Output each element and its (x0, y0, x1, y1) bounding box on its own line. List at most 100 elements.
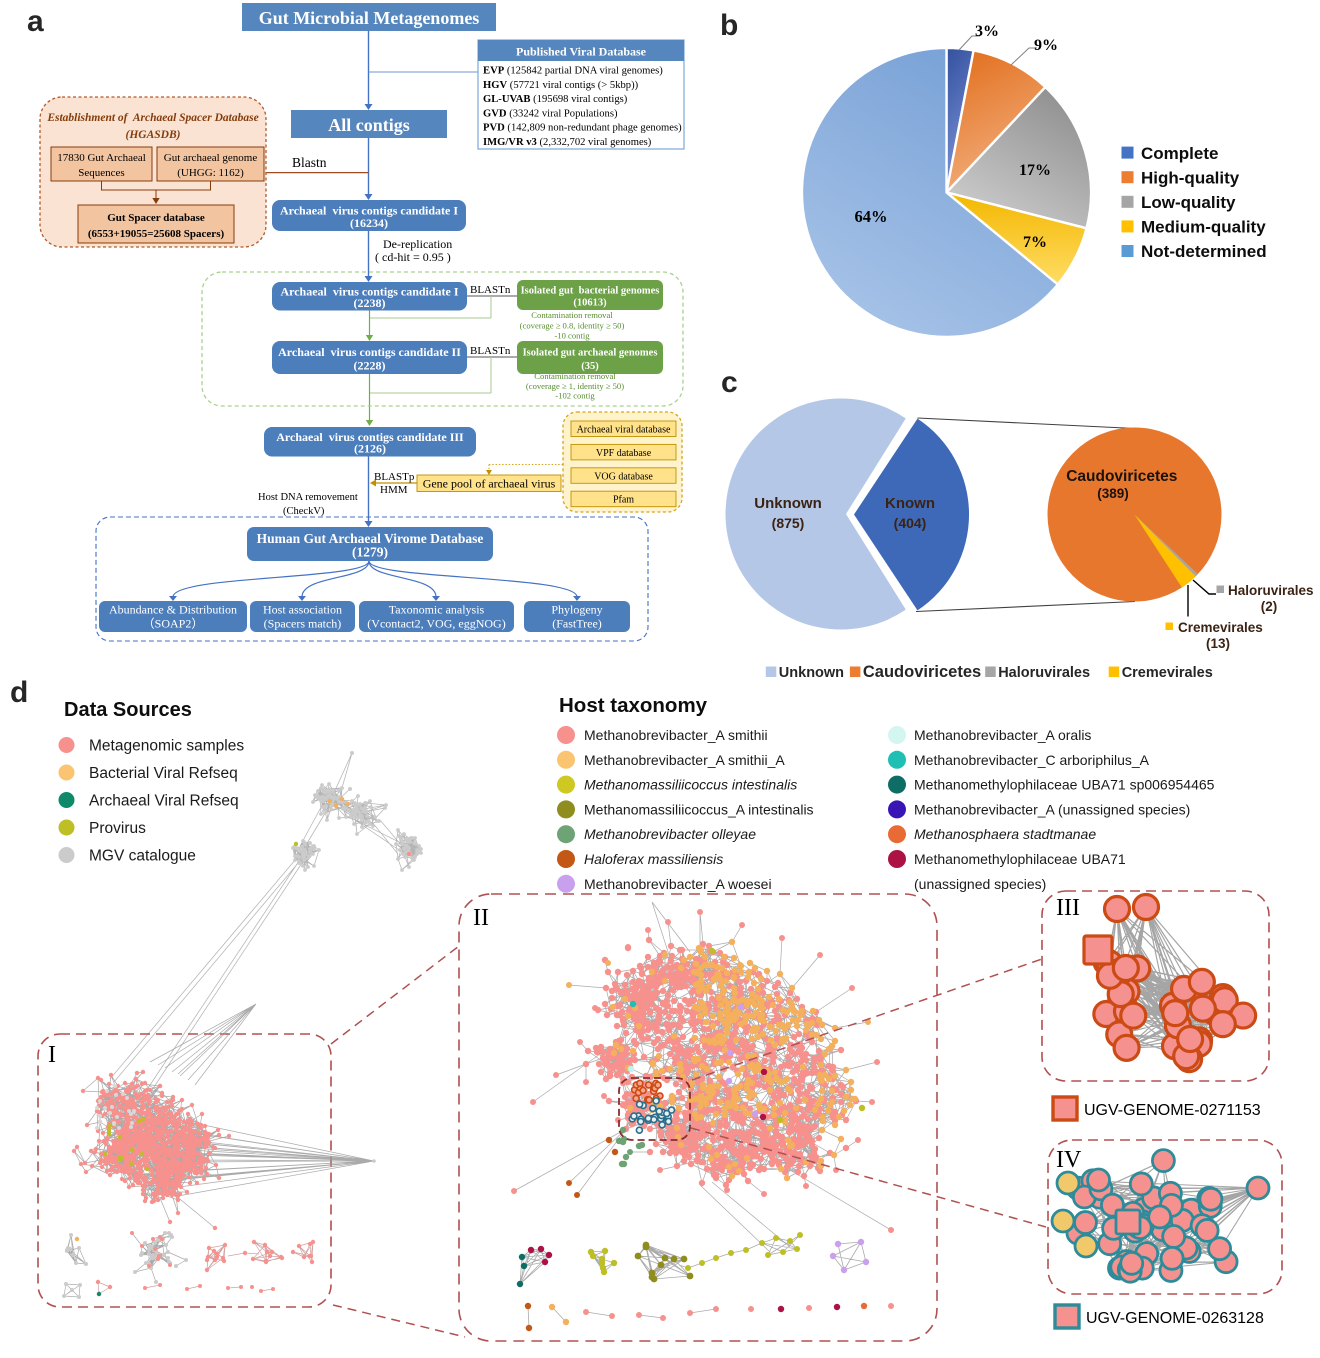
svg-text:3%: 3% (975, 23, 999, 40)
svg-text:(HGASDB): (HGASDB) (126, 129, 181, 141)
svg-text:BLASTp: BLASTp (374, 471, 415, 483)
svg-text:Methanobrevibacter_A (unassign: Methanobrevibacter_A (unassigned species… (914, 801, 1190, 817)
svg-text:Data Sources: Data Sources (64, 699, 192, 721)
svg-text:Isolated gut bacterial genome: Isolated gut bacterial genomes (521, 286, 660, 297)
svg-text:Contamination removal: Contamination removal (534, 371, 616, 381)
svg-text:(coverage ≥ 1, identity ≥ 50): (coverage ≥ 1, identity ≥ 50) (526, 381, 624, 391)
svg-text:Unknown: Unknown (779, 665, 844, 681)
svg-text:Haloruvirales: Haloruvirales (998, 665, 1090, 681)
svg-text:All contigs: All contigs (328, 115, 410, 135)
svg-text:Methanomethylophilaceae UBA71: Methanomethylophilaceae UBA71 (914, 851, 1126, 867)
svg-text:Low-quality: Low-quality (1141, 193, 1236, 212)
svg-text:-10 contig: -10 contig (554, 331, 590, 341)
svg-text:BLASTn: BLASTn (470, 284, 511, 296)
svg-text:(2126): (2126) (354, 442, 386, 456)
svg-text:Phylogeny: Phylogeny (551, 603, 602, 617)
svg-text:(13): (13) (1206, 636, 1230, 651)
svg-text:Archaeal virus contigs candid: Archaeal virus contigs candidate III (276, 430, 464, 444)
svg-text:De-replication: De-replication (383, 237, 452, 251)
svg-text:Human Gut Archaeal Virome Data: Human Gut Archaeal Virome Database (257, 531, 484, 546)
svg-text:Known: Known (885, 495, 935, 512)
svg-text:IV: IV (1056, 1147, 1082, 1173)
svg-text:Caudoviricetes: Caudoviricetes (1066, 468, 1177, 485)
svg-text:IMG/VR v3 (2,332,702 viral gen: IMG/VR v3 (2,332,702 viral genomes) (483, 137, 652, 148)
svg-text:VPF database: VPF database (596, 448, 652, 459)
svg-text:UGV-GENOME-0263128: UGV-GENOME-0263128 (1086, 1310, 1264, 1327)
svg-text:17%: 17% (1019, 162, 1051, 179)
svg-text:Methanobrevibacter_C arboriphi: Methanobrevibacter_C arboriphilus_A (914, 752, 1150, 768)
svg-text:PVD (142,809 non-redundant pha: PVD (142,809 non-redundant phage genomes… (483, 123, 682, 134)
svg-text:Host DNA removement: Host DNA removement (258, 492, 358, 503)
svg-text:(404): (404) (894, 515, 927, 531)
svg-text:Methanomassiliicoccus intestin: Methanomassiliicoccus intestinalis (584, 777, 797, 793)
svg-text:Establishment of Archaeal Spa: Establishment of Archaeal Spacer Databas… (46, 112, 258, 124)
svg-text:Haloruvirales: Haloruvirales (1228, 583, 1314, 598)
svg-text:(Spacers match): (Spacers match) (264, 617, 342, 631)
svg-text:Methanosphaera stadtmanae: Methanosphaera stadtmanae (914, 826, 1096, 842)
svg-text:Archaeal virus contigs candid: Archaeal virus contigs candidate II (278, 345, 461, 359)
svg-text:17830 Gut Archaeal: 17830 Gut Archaeal (57, 152, 146, 164)
svg-text:Not-determined: Not-determined (1141, 242, 1267, 261)
svg-text:Bacterial Viral Refseq: Bacterial Viral Refseq (89, 765, 238, 782)
svg-text:（SOAP2）: （SOAP2） (143, 617, 204, 631)
svg-text:Methanobrevibacter olleyae: Methanobrevibacter olleyae (584, 826, 756, 842)
svg-text:(2238): (2238) (354, 296, 386, 310)
svg-text:(10613): (10613) (573, 298, 607, 309)
svg-text:Methanobrevibacter_A smithii: Methanobrevibacter_A smithii (584, 727, 768, 743)
svg-text:Complete: Complete (1141, 144, 1218, 163)
svg-text:Methanomethylophilaceae UBA71: Methanomethylophilaceae UBA71 sp00695446… (914, 777, 1215, 793)
svg-text:(16234): (16234) (350, 216, 388, 230)
svg-text:Archaeal virus contigs candid: Archaeal virus contigs candidate I (280, 203, 458, 217)
svg-text:(6553+19055=25608 Spacers): (6553+19055=25608 Spacers) (88, 228, 225, 240)
svg-text:I: I (48, 1042, 56, 1068)
svg-text:II: II (473, 905, 489, 931)
svg-text:Medium-quality: Medium-quality (1141, 218, 1266, 237)
svg-text:Methanobrevibacter_A smithii_A: Methanobrevibacter_A smithii_A (584, 752, 785, 768)
svg-text:GVD (33242 viral Populations): GVD (33242 viral Populations) (483, 108, 618, 119)
svg-text:Gene pool of archaeal virus: Gene pool of archaeal virus (423, 477, 556, 491)
svg-text:64%: 64% (855, 207, 888, 226)
svg-text:c: c (721, 366, 738, 399)
svg-text:Archaeal Viral Refseq: Archaeal Viral Refseq (89, 793, 239, 810)
svg-text:VOG database: VOG database (594, 471, 653, 482)
svg-text:(coverage ≥ 0.8, identity ≥ 50: (coverage ≥ 0.8, identity ≥ 50) (520, 321, 625, 331)
svg-text:Methanobrevibacter_A woesei: Methanobrevibacter_A woesei (584, 876, 772, 892)
svg-text:Caudoviricetes: Caudoviricetes (863, 663, 981, 681)
svg-text:(2228): (2228) (354, 358, 386, 372)
svg-text:Blastn: Blastn (292, 155, 327, 170)
svg-text:(2): (2) (1261, 599, 1278, 614)
svg-text:Metagenomic samples: Metagenomic samples (89, 738, 244, 755)
svg-text:Gut Spacer database: Gut Spacer database (107, 212, 205, 224)
svg-text:GL-UVAB (195698 viral contigs): GL-UVAB (195698 viral contigs) (483, 94, 628, 105)
svg-text:a: a (27, 5, 44, 38)
svg-text:Unknown: Unknown (754, 495, 822, 512)
svg-text:Haloferax massiliensis: Haloferax massiliensis (584, 851, 723, 867)
svg-text:MGV catalogue: MGV catalogue (89, 848, 196, 865)
svg-text:Archaeal virus contigs candid: Archaeal virus contigs candidate I (280, 285, 458, 299)
svg-text:(FastTree): (FastTree) (552, 617, 602, 631)
svg-text:Sequences: Sequences (78, 167, 124, 179)
svg-text:Gut archaeal genome: Gut archaeal genome (164, 152, 258, 164)
svg-text:Published Viral Database: Published Viral Database (516, 45, 647, 59)
svg-text:Contamination removal: Contamination removal (531, 310, 613, 320)
svg-text:(unassigned species): (unassigned species) (914, 876, 1046, 892)
svg-text:EVP (125842 partial DNA viral: EVP (125842 partial DNA viral genomes) (483, 66, 663, 77)
svg-text:d: d (10, 676, 28, 709)
svg-text:Abundance & Distribution: Abundance & Distribution (109, 603, 237, 617)
svg-text:b: b (720, 9, 738, 42)
svg-text:Taxonomic analysis: Taxonomic analysis (389, 603, 485, 617)
svg-text:Methanomassiliicoccus_A intest: Methanomassiliicoccus_A intestinalis (584, 801, 814, 817)
svg-text:Isolated gut archaeal genomes: Isolated gut archaeal genomes (523, 348, 658, 359)
svg-text:Gut Microbial Metagenomes: Gut Microbial Metagenomes (259, 8, 480, 28)
svg-text:Provirus: Provirus (89, 820, 146, 837)
svg-text:7%: 7% (1023, 234, 1047, 251)
svg-text:Pfam: Pfam (613, 495, 634, 506)
svg-text:Cremevirales: Cremevirales (1178, 620, 1263, 635)
svg-text:High-quality: High-quality (1141, 168, 1240, 187)
svg-text:Methanobrevibacter_A oralis: Methanobrevibacter_A oralis (914, 727, 1091, 743)
svg-text:(UHGG: 1162): (UHGG: 1162) (177, 167, 244, 179)
svg-text:(Vcontact2, VOG, eggNOG): (Vcontact2, VOG, eggNOG) (367, 617, 505, 631)
svg-text:HMM: HMM (380, 484, 408, 496)
svg-text:(CheckV): (CheckV) (283, 506, 325, 517)
svg-text:BLASTn: BLASTn (470, 345, 511, 357)
